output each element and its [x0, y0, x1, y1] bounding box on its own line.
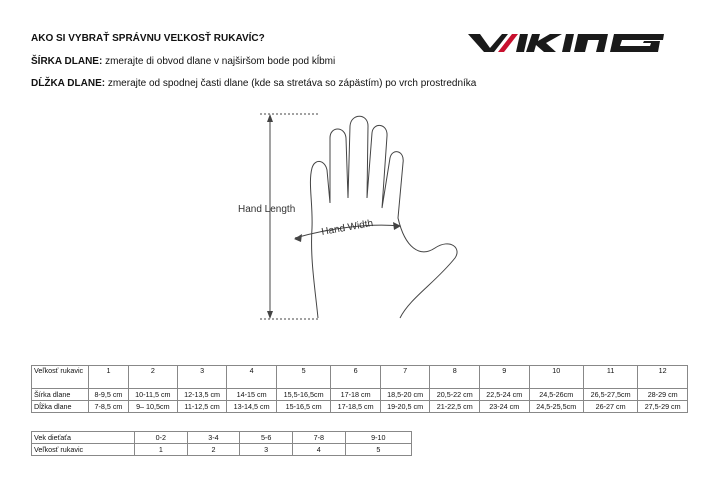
width-label: ŠÍRKA DLANE: — [31, 56, 103, 67]
table-cell: 3-4 — [186, 431, 241, 444]
table-cell: 9-10 — [344, 431, 413, 444]
table-cell: 3 — [239, 443, 293, 456]
table-cell: 14-15 cm — [226, 388, 277, 401]
table-cell: 5-6 — [239, 431, 293, 444]
table-cell: 4 — [291, 443, 346, 456]
table-cell: 10-11,5 cm — [127, 388, 178, 401]
table-cell: 9– 10,5cm — [127, 400, 178, 413]
size-header-cell: 11 — [582, 365, 639, 389]
table-cell: 17-18 cm — [330, 388, 381, 401]
table-cell: 15-16,5 cm — [275, 400, 332, 413]
width-text: zmerajte di obvod dlane v najširšom bode… — [105, 56, 336, 67]
table-cell: 23-24 cm — [479, 400, 530, 413]
page-title: AKO SI VYBRAŤ SPRÁVNU VEĽKOSŤ RUKAVÍC? — [31, 33, 265, 44]
table-cell: 2 — [186, 443, 241, 456]
table-cell: 18,5-20 cm — [379, 388, 431, 401]
header-label: Veľkosť rukavic — [31, 365, 89, 389]
row-label: Veľkosť rukavic — [31, 443, 135, 456]
size-header-cell: 8 — [429, 365, 480, 389]
table-cell: 21-22,5 cm — [429, 400, 480, 413]
size-header-cell: 6 — [330, 365, 381, 389]
size-header-cell: 10 — [528, 365, 584, 389]
hand-measurement-illustration: Hand Length Hand Width — [238, 113, 458, 320]
table-cell: 17-18,5 cm — [330, 400, 381, 413]
size-header-cell: 5 — [275, 365, 332, 389]
hand-length-label: Hand Length — [238, 204, 295, 215]
table-cell: 7-8,5 cm — [88, 400, 129, 413]
table-cell: 27,5-29 cm — [637, 400, 688, 413]
table-cell: 8-9,5 cm — [88, 388, 129, 401]
row-label: Dĺžka dlane — [31, 400, 89, 413]
size-header-cell: 2 — [127, 365, 178, 389]
table-cell: 22,5-24 cm — [479, 388, 530, 401]
table-row: Vek dieťaťa 0-2 3-4 5-6 7-8 9-10 — [31, 431, 413, 444]
table-row: Dĺžka dlane 7-8,5 cm 9– 10,5cm 11-12,5 cm 13… — [31, 400, 688, 413]
length-instruction: DĹŽKA DLANE: zmerajte od spodnej časti d… — [31, 78, 476, 89]
table-row: Veľkosť rukavic 1 2 3 4 5 6 7 8 9 10 11 12 — [31, 365, 688, 389]
age-size-table: Vek dieťaťa 0-2 3-4 5-6 7-8 9-10 Veľkosť ruka… — [31, 431, 413, 456]
row-label: Vek dieťaťa — [31, 431, 135, 444]
table-cell: 24,5-25,5cm — [528, 400, 584, 413]
table-cell: 19-20,5 cm — [379, 400, 431, 413]
table-cell: 11-12,5 cm — [176, 400, 228, 413]
table-cell: 28-29 cm — [637, 388, 688, 401]
table-cell: 5 — [344, 443, 413, 456]
size-header-cell: 7 — [379, 365, 431, 389]
table-cell: 0-2 — [134, 431, 188, 444]
viking-logo — [468, 34, 664, 52]
table-cell: 12-13,5 cm — [176, 388, 228, 401]
table-row: Veľkosť rukavic 1 2 3 4 5 — [31, 443, 413, 456]
hand-width-label: Hand Width — [321, 218, 374, 238]
size-header-cell: 1 — [88, 365, 129, 389]
length-label: DĹŽKA DLANE: — [31, 78, 106, 89]
table-row: Šírka dlane 8-9,5 cm 10-11,5 cm 12-13,5 cm 1… — [31, 388, 688, 401]
table-cell: 26-27 cm — [582, 400, 639, 413]
size-header-cell: 4 — [226, 365, 277, 389]
table-cell: 1 — [134, 443, 188, 456]
length-text: zmerajte od spodnej časti dlane (kde sa … — [107, 78, 477, 89]
table-cell: 20,5-22 cm — [429, 388, 480, 401]
glove-size-table: Veľkosť rukavic 1 2 3 4 5 6 7 8 9 10 11 12 Šírka dla… — [31, 365, 688, 413]
size-header-cell: 3 — [176, 365, 228, 389]
width-arc — [294, 224, 401, 239]
table-cell: 24,5-26cm — [528, 388, 584, 401]
table-cell: 26,5-27,5cm — [582, 388, 639, 401]
width-instruction: ŠÍRKA DLANE: zmerajte di obvod dlane v n… — [31, 56, 335, 67]
size-header-cell: 12 — [637, 365, 688, 389]
size-header-cell: 9 — [479, 365, 530, 389]
row-label: Šírka dlane — [31, 388, 89, 401]
table-cell: 7-8 — [291, 431, 346, 444]
table-cell: 15,5-16,5cm — [275, 388, 332, 401]
table-cell: 13-14,5 cm — [226, 400, 277, 413]
